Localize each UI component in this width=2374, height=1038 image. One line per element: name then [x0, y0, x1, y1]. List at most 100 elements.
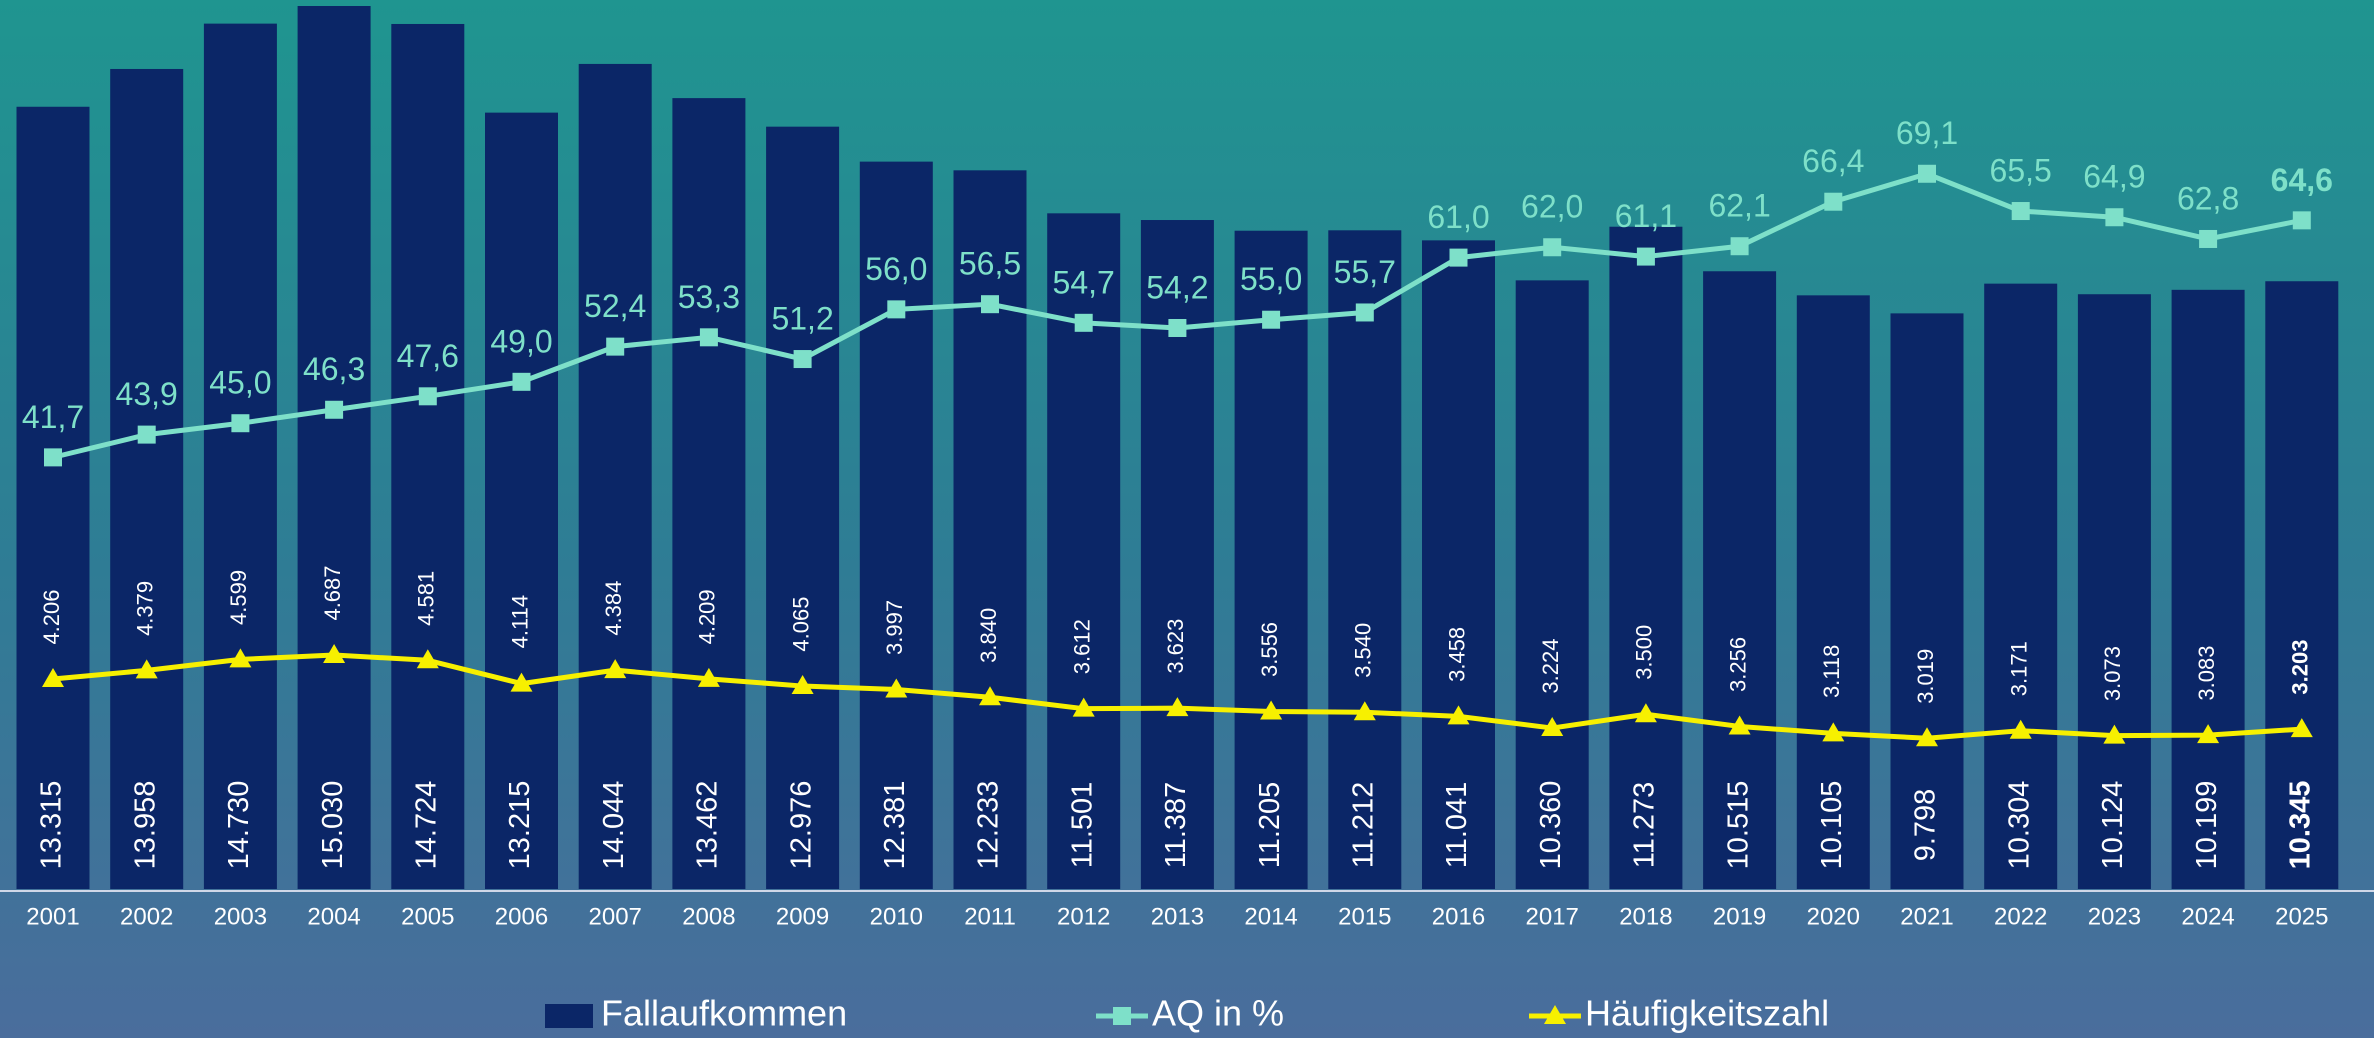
- line-value-label: 62,0: [1521, 189, 1583, 225]
- marker: [229, 648, 252, 668]
- line-value-label: 4.581: [414, 571, 439, 626]
- line-value-label: 43,9: [116, 376, 178, 412]
- legend-marker: [1113, 1007, 1131, 1025]
- bar-value-label: 13.462: [692, 781, 724, 870]
- line-value-label: 69,1: [1896, 115, 1958, 151]
- marker: [1634, 703, 1657, 723]
- line-value-label: 64,9: [2083, 159, 2145, 195]
- line-value-label: 64,6: [2271, 162, 2333, 198]
- marker: [981, 295, 999, 314]
- marker: [510, 672, 533, 692]
- x-tick-label: 2017: [1526, 903, 1579, 930]
- bar-value-label: 9.798: [1910, 789, 1942, 862]
- marker: [2105, 208, 2124, 227]
- x-tick-label: 2007: [589, 903, 642, 930]
- marker: [231, 414, 250, 433]
- x-tick-label: 2009: [776, 903, 829, 930]
- legend-label: Fallaufkommen: [601, 993, 847, 1034]
- line-value-label: 3.540: [1351, 623, 1376, 678]
- marker: [2292, 211, 2311, 230]
- line-value-label: 4.209: [695, 589, 720, 644]
- marker: [1543, 238, 1562, 257]
- marker: [887, 300, 906, 319]
- line-value-label: 3.556: [1257, 622, 1282, 677]
- marker: [1730, 237, 1749, 256]
- x-tick-label: 2006: [495, 903, 548, 930]
- marker: [1822, 722, 1845, 742]
- x-tick-label: 2016: [1432, 903, 1485, 930]
- line-value-label: 3.224: [1538, 639, 1563, 694]
- bar: [110, 68, 184, 889]
- bar-value-label: 10.124: [2097, 781, 2129, 870]
- legend-label: AQ in %: [1152, 993, 1284, 1034]
- line-value-label: 4.384: [601, 581, 626, 636]
- line-value-label: 4.065: [788, 597, 813, 652]
- line-value-label: 52,4: [584, 288, 646, 324]
- bar-value-label: 14.730: [223, 781, 255, 870]
- bar: [578, 63, 652, 889]
- marker: [1074, 313, 1093, 332]
- bar-value-label: 11.212: [1347, 782, 1379, 869]
- x-tick-label: 2004: [307, 903, 360, 930]
- bar: [1422, 240, 1495, 889]
- marker: [418, 387, 437, 406]
- marker: [791, 675, 814, 695]
- line-value-label: 46,3: [303, 351, 365, 387]
- bar-value-label: 10.105: [1816, 781, 1848, 870]
- line-value-label: 3.019: [1913, 649, 1938, 704]
- marker: [323, 644, 346, 664]
- line-value-label: 3.458: [1444, 627, 1469, 682]
- bar-value-label: 13.958: [129, 781, 161, 870]
- marker: [885, 678, 908, 698]
- line-value-label: 47,6: [397, 338, 459, 374]
- line-value-label: 3.997: [882, 600, 907, 655]
- marker: [1355, 303, 1374, 322]
- line-value-label: 4.379: [133, 581, 158, 636]
- line-value-label: 55,0: [1240, 261, 1302, 297]
- x-tick-label: 2003: [214, 903, 267, 930]
- bar-value-label: 13.315: [36, 781, 68, 870]
- x-tick-label: 2014: [1244, 903, 1297, 930]
- x-tick-label: 2025: [2275, 903, 2328, 930]
- line-value-label: 4.114: [507, 595, 532, 648]
- bar-value-label: 11.387: [1160, 782, 1192, 869]
- marker: [604, 659, 627, 679]
- marker: [1449, 248, 1468, 267]
- marker: [416, 649, 439, 669]
- x-tick-label: 2010: [870, 903, 923, 930]
- bar-value-label: 11.205: [1254, 782, 1286, 869]
- bar-value-label: 13.215: [504, 781, 536, 870]
- bar: [16, 106, 90, 889]
- marker: [2103, 724, 2126, 744]
- marker: [1166, 697, 1189, 717]
- marker: [606, 337, 625, 356]
- bar: [1796, 295, 1870, 889]
- bar-value-label: 12.233: [973, 781, 1005, 870]
- bar-value-label: 14.044: [598, 781, 630, 870]
- bar-value-label: 10.345: [2284, 781, 2316, 870]
- legend-label: Häufigkeitszahl: [1585, 993, 1829, 1034]
- marker: [1541, 717, 1564, 737]
- marker: [325, 400, 344, 419]
- line-value-label: 4.599: [226, 570, 251, 625]
- bar-value-label: 10.199: [2191, 781, 2223, 870]
- x-tick-label: 2001: [26, 903, 79, 930]
- x-tick-label: 2005: [401, 903, 454, 930]
- marker: [1447, 705, 1470, 725]
- marker: [42, 668, 64, 688]
- line-value-label: 45,0: [209, 365, 271, 401]
- line-value-label: 62,1: [1708, 188, 1770, 224]
- bar: [1515, 280, 1589, 889]
- bar: [953, 170, 1027, 890]
- marker: [793, 350, 812, 369]
- bar: [766, 126, 840, 890]
- bar-value-label: 12.381: [879, 781, 911, 870]
- x-tick-label: 2022: [1994, 903, 2047, 930]
- marker: [697, 667, 720, 687]
- x-tick-label: 2020: [1807, 903, 1860, 930]
- bar: [1703, 271, 1777, 889]
- bar-value-label: 10.360: [1535, 781, 1567, 870]
- marker: [2197, 724, 2220, 744]
- line-value-label: 56,0: [865, 251, 927, 287]
- line-value-label: 4.206: [39, 589, 64, 644]
